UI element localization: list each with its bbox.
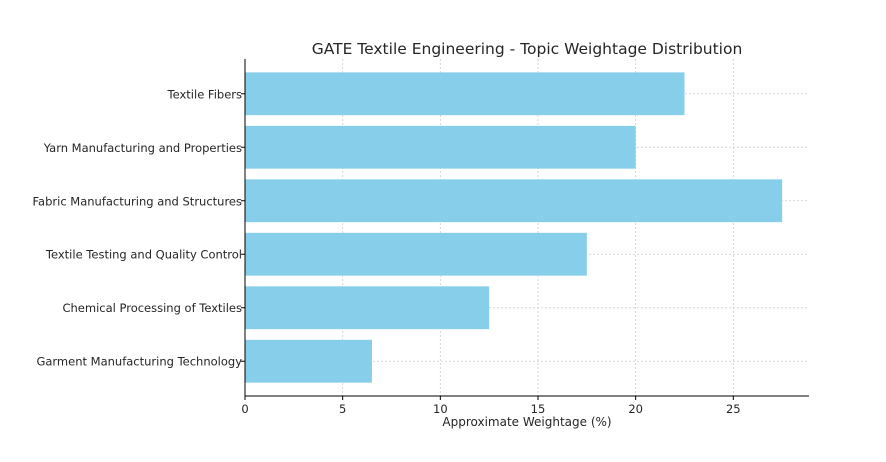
y-tick-labels: Textile Fibers Yarn Manufacturing and Pro…: [32, 87, 245, 369]
y-tick-label: Yarn Manufacturing and Properties: [43, 141, 242, 155]
x-tick-labels: 0 5 10 15 20 25: [241, 396, 741, 416]
x-tick-label: 5: [339, 402, 346, 416]
x-tick-label: 0: [241, 402, 248, 416]
chart-title: GATE Textile Engineering - Topic Weighta…: [312, 40, 743, 58]
bar: [245, 286, 490, 330]
bar: [245, 232, 587, 276]
x-tick-label: 25: [726, 402, 741, 416]
x-tick-label: 20: [628, 402, 643, 416]
y-tick-label: Fabric Manufacturing and Structures: [32, 194, 242, 208]
bar: [245, 179, 783, 223]
y-tick-label: Garment Manufacturing Technology: [36, 355, 242, 369]
y-tick-label: Textile Testing and Quality Control: [45, 248, 242, 262]
y-tick-label: Textile Fibers: [167, 87, 242, 101]
bar: [245, 72, 685, 116]
bars: [245, 72, 783, 383]
y-tick-label: Chemical Processing of Textiles: [62, 301, 242, 315]
x-axis-label: Approximate Weightage (%): [442, 415, 611, 429]
bar: [245, 125, 636, 169]
bar: [245, 339, 372, 383]
x-tick-label: 10: [433, 402, 448, 416]
x-tick-label: 15: [531, 402, 546, 416]
